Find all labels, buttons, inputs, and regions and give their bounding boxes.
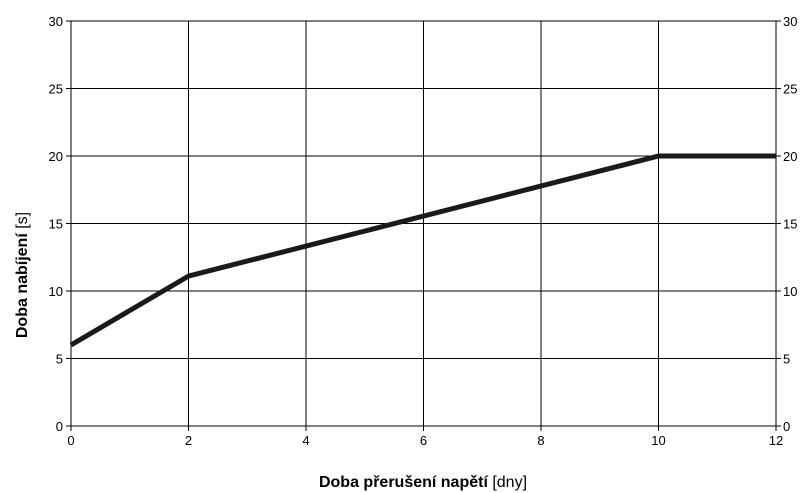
- x-tick-label: 12: [769, 433, 783, 448]
- y-tick-label-right: 15: [783, 217, 797, 232]
- x-tick-label: 8: [537, 433, 544, 448]
- y-axis-title: Doba nabíjení [s]: [14, 212, 31, 338]
- x-tick-label: 4: [302, 433, 309, 448]
- y-axis-title-main: Doba nabíjení: [14, 233, 31, 338]
- y-tick-label-left: 20: [49, 149, 63, 164]
- y-tick-label-right: 20: [783, 149, 797, 164]
- y-tick-label-right: 10: [783, 284, 797, 299]
- series-line: [69, 153, 776, 348]
- plot-frame: [70, 20, 777, 427]
- y-tick-label-left: 30: [49, 14, 63, 29]
- y-tick-label-left: 0: [56, 419, 63, 434]
- y-tick-label-left: 5: [56, 352, 63, 367]
- y-tick-label-right: 5: [783, 352, 790, 367]
- x-tick-label: 10: [651, 433, 665, 448]
- x-axis-title-main: Doba přerušení napětí: [319, 474, 488, 491]
- x-tick-label: 6: [420, 433, 427, 448]
- y-tick-label-left: 10: [49, 284, 63, 299]
- y-tick-label-right: 30: [783, 14, 797, 29]
- y-axis-title-unit: [s]: [14, 212, 31, 233]
- y-tick-label-left: 25: [49, 82, 63, 97]
- x-tick-label: 0: [67, 433, 74, 448]
- series: [69, 153, 776, 348]
- y-tick-label-left: 15: [49, 217, 63, 232]
- ticks: [66, 20, 781, 431]
- y-tick-label-right: 0: [783, 419, 790, 434]
- x-axis-title-unit: [dny]: [488, 474, 527, 491]
- x-axis-title: Doba přerušení napětí [dny]: [319, 474, 527, 491]
- x-tick-label: 2: [185, 433, 192, 448]
- y-tick-label-right: 25: [783, 82, 797, 97]
